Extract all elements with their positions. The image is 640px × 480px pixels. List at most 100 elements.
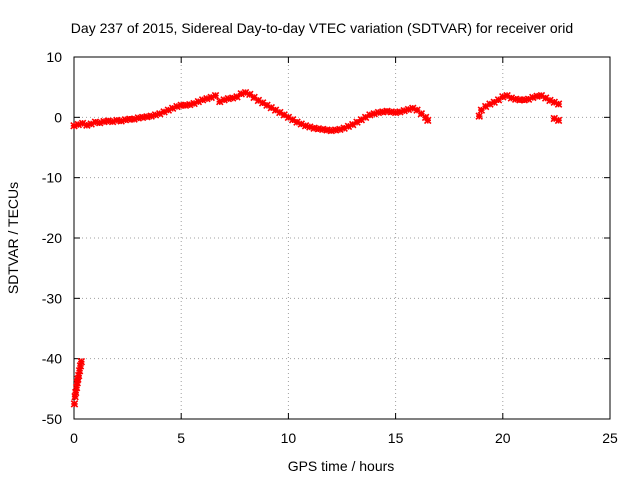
data-point [357,115,366,124]
tick-layer [73,56,611,420]
x-tick-label: 20 [495,430,511,446]
data-point [361,113,370,122]
data-point [246,90,254,99]
data-point [186,100,194,109]
data-point [554,116,563,125]
data-point [194,97,203,106]
data-point [284,113,293,122]
x-tick-label: 15 [388,430,404,446]
data-point [160,108,168,116]
data-point [254,96,263,105]
data-point [537,91,546,100]
data-point [477,106,486,114]
data-point [297,120,306,128]
data-point [117,117,125,125]
data-point [391,108,400,117]
data-point [490,98,498,107]
y-tick-label: -40 [42,351,62,367]
data-point [554,100,563,108]
data-point [408,104,417,113]
data-point [138,113,147,122]
data-point [310,124,318,132]
data-point [331,126,340,134]
data-point [181,101,190,110]
data-point [336,125,344,134]
data-point [224,94,233,103]
data-point [288,115,297,124]
data-point [113,116,121,125]
data-point [396,108,404,116]
data-point [280,111,288,119]
x-axis-label: GPS time / hours [288,458,395,474]
data-point [499,93,507,101]
data-point [130,115,138,123]
data-point [70,400,79,408]
data-point [417,109,426,118]
data-point [76,362,85,370]
data-point [72,383,81,392]
data-point [177,101,185,110]
y-tick-label: -30 [42,290,62,306]
data-point [241,88,250,97]
y-tick-label: 0 [54,109,62,125]
data-point [190,99,198,108]
tick-label-layer: 0 5 10 15 20 25 10 0 -10 -20 -30 -40 -50 [42,49,618,446]
data-point [503,91,511,100]
data-point [323,126,331,134]
x-tick-label: 5 [177,430,185,446]
data-point [77,357,86,366]
data-point [306,123,314,131]
data-point [550,98,559,107]
data-point [168,104,177,113]
data-point [370,109,378,118]
data-point [164,106,173,114]
data-point [233,93,241,101]
data-point [423,116,432,125]
data-point [413,106,421,114]
data-point [267,103,276,112]
data-point [383,107,391,116]
data-point [71,392,79,401]
data-point [511,95,520,103]
data-point [147,112,155,120]
data-point [353,118,361,126]
data-point [507,94,516,102]
data-point [516,96,524,104]
data-point [378,108,387,116]
data-point [276,108,284,117]
data-point [250,93,258,102]
y-axis-label: SDTVAR / TECUs [5,182,21,294]
data-point [494,96,503,104]
data-point [524,95,533,103]
y-tick-label: -50 [42,411,62,427]
data-point [366,111,374,119]
data-point [91,118,100,126]
data-point [520,96,529,104]
data-point [216,97,224,106]
data-point [155,109,164,118]
grid-layer [74,57,610,419]
data-point [108,117,117,126]
data-point [100,117,108,126]
data-point [533,92,541,100]
y-tick-label: -10 [42,170,62,186]
data-point [220,96,228,104]
data-point [207,93,215,102]
data-point [486,100,494,108]
data-point [228,94,237,102]
data-point [104,117,113,125]
data-point [327,126,336,135]
data-point [318,125,327,134]
data-point [125,115,134,123]
data-point [203,94,211,103]
data-point [75,366,84,375]
data-point [78,119,87,128]
data-point [83,121,91,129]
data-point [550,114,559,123]
y-tick-label: -20 [42,230,62,246]
data-point [481,102,490,111]
data-point [348,120,357,129]
x-tick-label: 10 [281,430,297,446]
data-point [134,114,143,122]
